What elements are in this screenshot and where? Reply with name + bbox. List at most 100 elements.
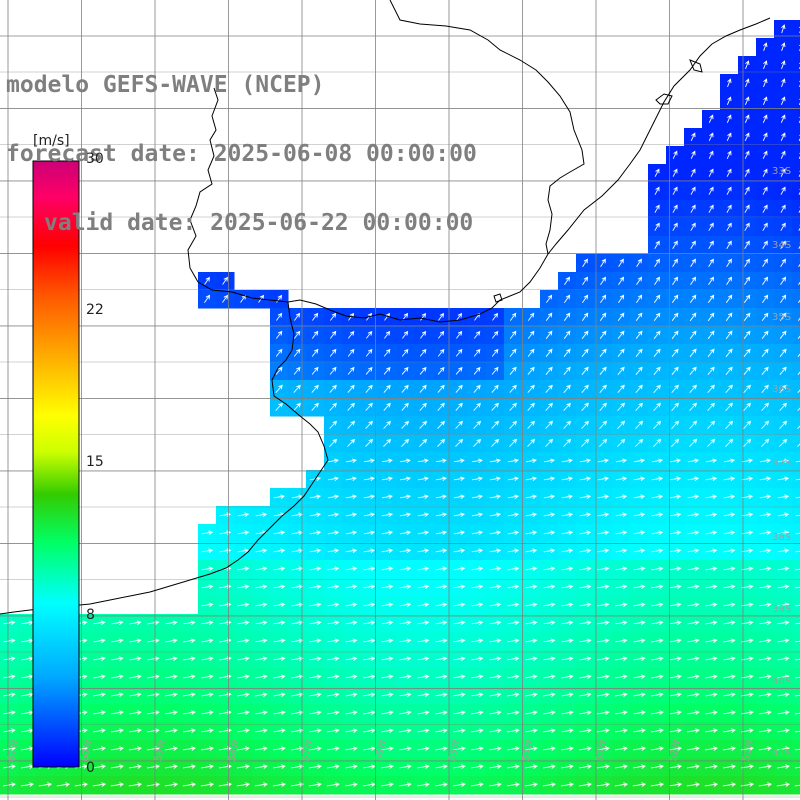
wind-arrow — [653, 366, 661, 375]
wind-arrow — [507, 764, 520, 769]
wind-arrow — [471, 656, 484, 661]
wind-arrow — [597, 584, 610, 589]
wind-cell — [792, 56, 800, 75]
wind-arrow — [758, 746, 772, 751]
wind-arrow — [776, 782, 791, 787]
wind-arrow — [236, 782, 251, 787]
wind-arrow — [345, 674, 358, 679]
wind-arrow — [506, 782, 520, 787]
wind-arrow — [147, 620, 160, 625]
wind-arrow — [672, 276, 679, 285]
wind-arrow — [437, 420, 446, 429]
wind-arrow — [293, 402, 301, 411]
wind-arrow — [651, 512, 664, 517]
wind-arrow — [435, 512, 448, 518]
wind-arrow — [633, 548, 646, 553]
wind-arrow — [420, 330, 427, 339]
wind-arrow — [471, 638, 484, 643]
wind-arrow — [579, 494, 592, 499]
wind-arrow — [435, 656, 448, 661]
wind-arrow — [507, 746, 520, 751]
wind-arrow — [687, 476, 700, 481]
wind-arrow — [780, 132, 786, 141]
wind-arrow — [165, 674, 178, 679]
wind-arrow — [723, 494, 736, 499]
wind-arrow — [798, 296, 800, 303]
wind-arrow — [597, 548, 610, 553]
wind-arrow — [363, 512, 376, 518]
wind-arrow — [327, 656, 340, 661]
wind-arrow — [579, 656, 592, 661]
wind-arrow — [453, 674, 466, 679]
wind-arrow — [525, 566, 538, 571]
wind-arrow — [435, 638, 448, 643]
wind-arrow — [563, 402, 571, 411]
wind-arrow — [93, 620, 106, 625]
wind-arrow — [435, 620, 448, 625]
wind-arrow — [381, 512, 394, 518]
wind-arrow — [759, 674, 772, 679]
wind-arrow — [93, 656, 106, 661]
wind-arrow — [435, 728, 448, 733]
wind-arrow — [561, 692, 574, 697]
lon-label: 52W — [668, 738, 683, 762]
wind-arrow — [777, 584, 790, 589]
wind-arrow — [363, 764, 376, 769]
wind-arrow — [543, 476, 556, 482]
wind-arrow — [599, 384, 607, 393]
wind-arrow — [651, 476, 664, 481]
wind-arrow — [582, 294, 589, 303]
wind-arrow — [111, 656, 124, 661]
wind-arrow — [183, 620, 196, 625]
wind-arrow — [329, 348, 337, 357]
wind-arrow — [545, 330, 553, 339]
wind-arrow — [564, 294, 571, 303]
wind-arrow — [381, 638, 394, 643]
wind-arrow — [669, 476, 682, 481]
wind-arrow — [309, 494, 322, 500]
wind-arrow — [509, 312, 517, 321]
wind-arrow — [129, 656, 142, 661]
wind-arrow — [671, 384, 679, 393]
wind-arrow — [669, 548, 682, 553]
wind-arrow — [596, 782, 611, 787]
wind-arrow — [707, 294, 715, 303]
wind-arrow — [543, 548, 556, 553]
wind-arrow — [471, 530, 484, 535]
wind-arrow — [201, 710, 214, 715]
colorbar-tick-8: 8 — [86, 607, 95, 623]
wind-arrow — [491, 402, 499, 411]
wind-arrow — [564, 276, 571, 285]
wind-cell — [792, 668, 800, 687]
wind-arrow — [489, 656, 502, 661]
wind-arrow — [632, 782, 647, 787]
wind-arrow — [708, 150, 714, 159]
wind-arrow — [327, 710, 340, 715]
wind-arrow — [705, 584, 718, 589]
wind-arrow — [164, 782, 179, 787]
wind-arrow — [327, 476, 339, 482]
wind-arrow — [671, 294, 679, 303]
wind-arrow — [618, 276, 625, 285]
lon-label: 54W — [521, 738, 536, 762]
lat-label: 36S — [772, 384, 791, 395]
wind-arrow — [453, 512, 466, 518]
wind-arrow — [725, 438, 734, 448]
wind-arrow — [743, 348, 751, 357]
wind-arrow — [363, 548, 376, 553]
wind-arrow — [581, 312, 589, 321]
wind-arrow — [401, 348, 409, 357]
wind-arrow — [273, 710, 286, 715]
wind-arrow — [329, 402, 337, 411]
wind-arrow — [291, 746, 304, 751]
wind-arrow — [561, 458, 573, 464]
wind-arrow — [507, 710, 520, 715]
wind-arrow — [741, 512, 754, 517]
wind-arrow — [689, 384, 697, 393]
wind-arrow — [527, 366, 535, 375]
wind-arrow — [726, 132, 732, 141]
wind-arrow — [363, 476, 375, 482]
wind-arrow — [309, 656, 322, 661]
wind-arrow — [779, 312, 787, 321]
wind-arrow — [111, 638, 124, 643]
